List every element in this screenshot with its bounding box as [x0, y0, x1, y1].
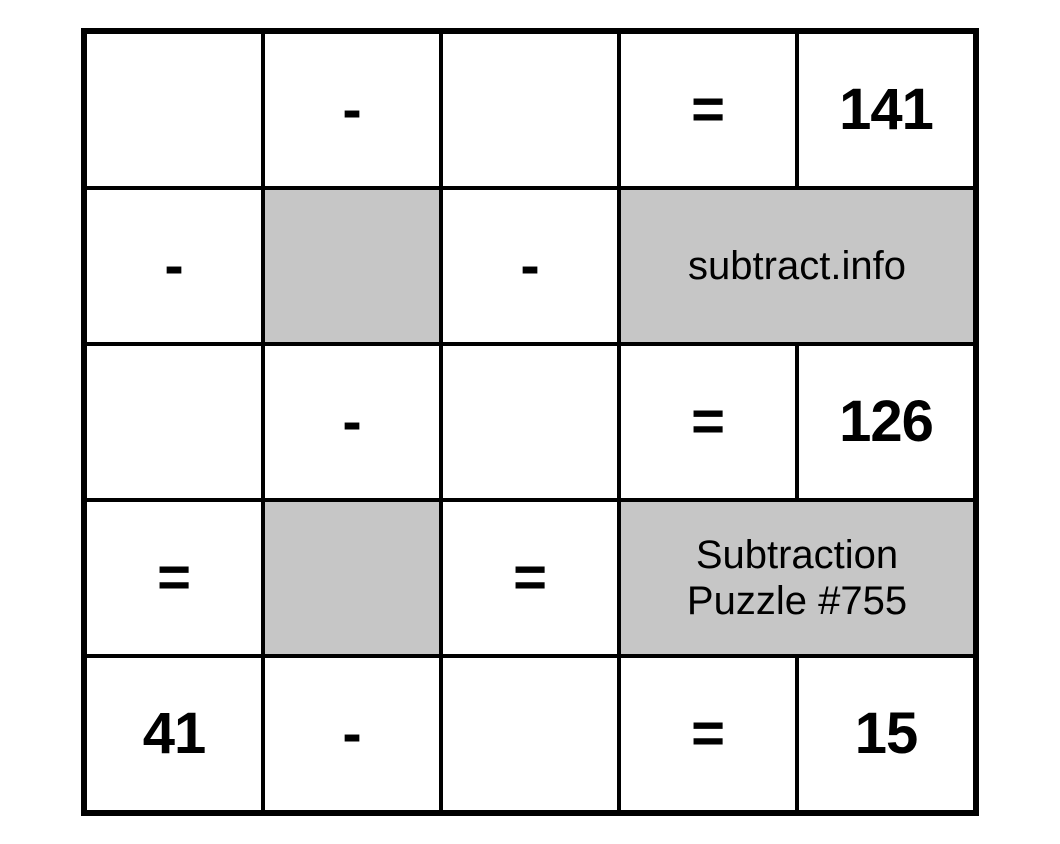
equals-sign: =	[691, 701, 725, 768]
cell-value: 41	[143, 701, 206, 768]
equals-sign: =	[513, 545, 547, 612]
cell-r4-c3-equals: =	[441, 500, 619, 656]
cell-r4-title: Subtraction Puzzle #755	[619, 500, 975, 656]
cell-r2-info: subtract.info	[619, 188, 975, 344]
minus-sign: -	[342, 389, 361, 456]
cell-r1-c4-equals: =	[619, 32, 797, 188]
cell-r1-c5-result: 141	[797, 32, 975, 188]
cell-r1-c1-blank[interactable]	[85, 32, 263, 188]
puzzle-title: Subtraction Puzzle #755	[687, 532, 907, 624]
cell-r2-c2-gray	[263, 188, 441, 344]
cell-r2-c3-minus: -	[441, 188, 619, 344]
equals-sign: =	[691, 389, 725, 456]
cell-r3-c3-blank[interactable]	[441, 344, 619, 500]
cell-value: 15	[855, 701, 918, 768]
cell-r4-c2-gray	[263, 500, 441, 656]
cell-r4-c1-equals: =	[85, 500, 263, 656]
cell-r2-c1-minus: -	[85, 188, 263, 344]
equals-sign: =	[157, 545, 191, 612]
minus-sign: -	[520, 233, 539, 300]
site-label: subtract.info	[688, 243, 906, 289]
cell-r5-c5-result: 15	[797, 656, 975, 812]
minus-sign: -	[164, 233, 183, 300]
cell-r1-c2-minus: -	[263, 32, 441, 188]
cell-r3-c4-equals: =	[619, 344, 797, 500]
cell-r1-c3-blank[interactable]	[441, 32, 619, 188]
cell-r3-c2-minus: -	[263, 344, 441, 500]
minus-sign: -	[342, 77, 361, 144]
equals-sign: =	[691, 77, 725, 144]
cell-r5-c1-value: 41	[85, 656, 263, 812]
cell-value: 126	[839, 389, 933, 456]
minus-sign: -	[342, 701, 361, 768]
subtraction-puzzle-grid: - = 141 - - subtract.info - = 126 = = Su…	[81, 28, 979, 816]
cell-r5-c2-minus: -	[263, 656, 441, 812]
cell-value: 141	[839, 77, 933, 144]
cell-r3-c5-result: 126	[797, 344, 975, 500]
cell-r3-c1-blank[interactable]	[85, 344, 263, 500]
cell-r5-c3-blank[interactable]	[441, 656, 619, 812]
cell-r5-c4-equals: =	[619, 656, 797, 812]
